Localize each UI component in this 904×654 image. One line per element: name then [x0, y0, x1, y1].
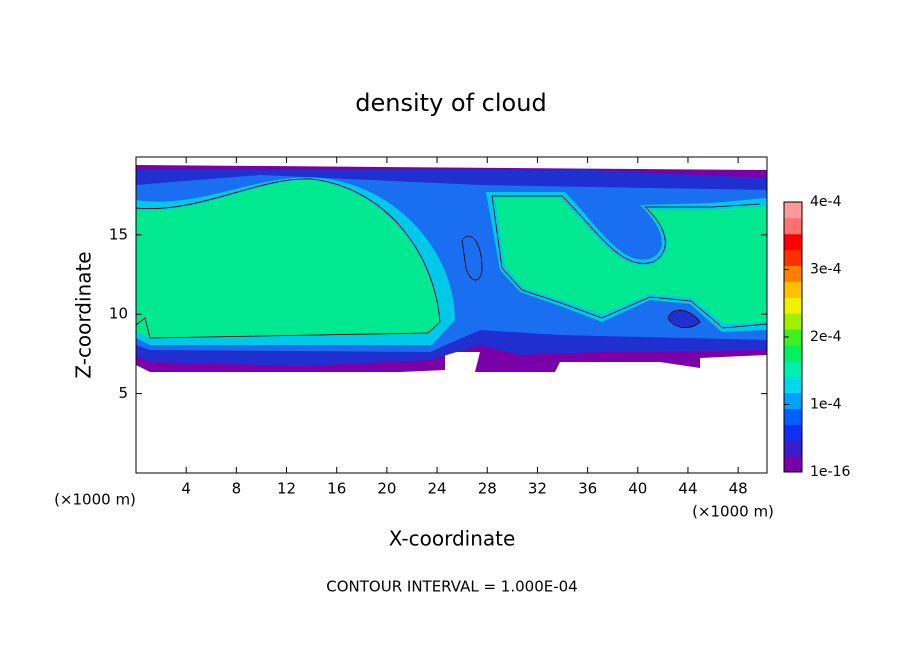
- x-unit: (×1000 m): [692, 503, 774, 521]
- x-tick-label: 28: [478, 480, 497, 498]
- colorbar-swatch: [784, 392, 802, 409]
- y-tick-label: 15: [109, 225, 128, 243]
- field: [135, 165, 768, 372]
- contour-line: [667, 309, 701, 328]
- x-tick-label: 16: [327, 480, 346, 498]
- colorbar-tick-label: 1e-16: [810, 464, 850, 480]
- colorbar-swatch: [784, 329, 802, 346]
- colorbar-swatch: [784, 281, 802, 298]
- colorbar-tick-label: 4e-4: [810, 194, 842, 210]
- footer-note: CONTOUR INTERVAL = 1.000E-04: [326, 578, 577, 596]
- colorbar-tick-label: 3e-4: [810, 262, 842, 278]
- colorbar-swatch: [784, 313, 802, 330]
- plot-frame: [135, 156, 768, 474]
- x-tick-label: 12: [277, 480, 296, 498]
- colorbar-swatch: [784, 408, 802, 425]
- colorbar-tick-label: 1e-4: [810, 397, 842, 413]
- y-tick-label: 10: [109, 305, 128, 323]
- x-tick-label: 44: [678, 480, 697, 498]
- x-tick-label: 36: [578, 480, 597, 498]
- colorbar-swatch: [784, 233, 802, 251]
- x-tick-label: 48: [729, 480, 748, 498]
- x-tick-label: 4: [181, 480, 191, 498]
- colorbar-tick-label: 2e-4: [810, 329, 842, 345]
- colorbar-swatch: [784, 249, 802, 267]
- y-axis-label: Z-coordinate: [72, 251, 96, 378]
- x-axis-label: X-coordinate: [389, 527, 516, 551]
- y-tick-label: 5: [118, 384, 128, 402]
- colorbar-swatch: [784, 376, 802, 394]
- x-tick-label: 8: [232, 480, 242, 498]
- colorbar-swatch: [784, 360, 802, 378]
- colorbar-swatch: [784, 217, 802, 235]
- colorbar-swatch: [784, 202, 802, 219]
- contour-line: [461, 235, 483, 281]
- x-tick-label: 32: [528, 480, 547, 498]
- field-region: [136, 179, 440, 338]
- field-region: [495, 198, 767, 324]
- colorbar-swatch: [784, 456, 802, 473]
- chart-title: density of cloud: [355, 89, 546, 117]
- colorbar-swatch: [784, 265, 802, 282]
- y-unit: (×1000 m): [54, 491, 136, 509]
- colorbar-swatch: [784, 297, 802, 314]
- x-tick-label: 20: [377, 480, 396, 498]
- x-tick-label: 40: [628, 480, 647, 498]
- colorbar-swatch: [784, 424, 802, 441]
- colorbar-swatch: [784, 440, 802, 457]
- contour-line: [491, 195, 768, 329]
- colorbar-swatch: [784, 344, 802, 362]
- x-tick-label: 24: [428, 480, 447, 498]
- contour-line: [135, 178, 441, 339]
